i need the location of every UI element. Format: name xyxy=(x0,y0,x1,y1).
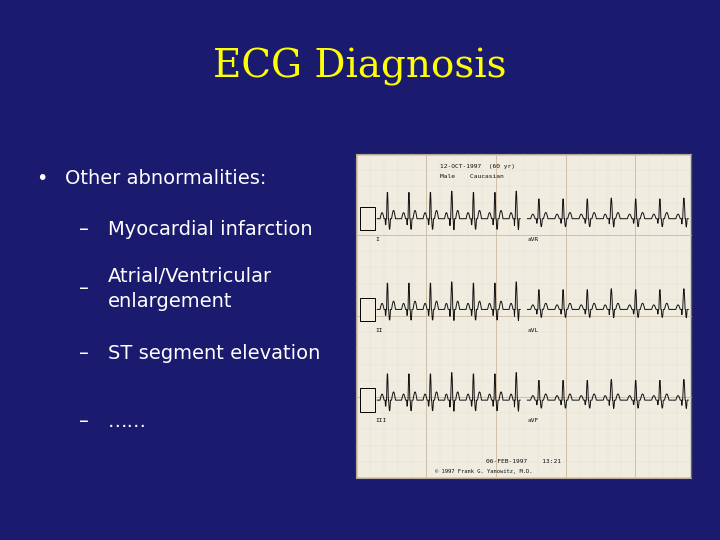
Text: •: • xyxy=(36,168,48,188)
Text: Myocardial infarction: Myocardial infarction xyxy=(108,220,312,239)
Text: –: – xyxy=(79,220,89,239)
Bar xyxy=(360,207,375,231)
Text: © 1997 Frank G. Yanowitz, M.D.: © 1997 Frank G. Yanowitz, M.D. xyxy=(435,469,532,474)
Text: aVR: aVR xyxy=(528,237,539,242)
Bar xyxy=(360,298,375,321)
Text: II: II xyxy=(376,328,383,333)
Text: –: – xyxy=(79,411,89,431)
Bar xyxy=(360,388,375,412)
Text: aVF: aVF xyxy=(528,418,539,423)
Text: –: – xyxy=(79,344,89,363)
Text: ……: …… xyxy=(108,411,147,431)
Text: –: – xyxy=(79,279,89,299)
Text: ST segment elevation: ST segment elevation xyxy=(108,344,320,363)
Bar xyxy=(356,154,691,478)
Text: Male    Caucasian: Male Caucasian xyxy=(440,174,504,179)
Text: 06-FEB-1997    13:21: 06-FEB-1997 13:21 xyxy=(486,459,562,464)
Text: 12-OCT-1997  (60 yr): 12-OCT-1997 (60 yr) xyxy=(440,164,515,168)
Text: aVL: aVL xyxy=(528,328,539,333)
Text: III: III xyxy=(376,418,387,423)
Text: I: I xyxy=(376,237,379,242)
Text: Atrial/Ventricular
enlargement: Atrial/Ventricular enlargement xyxy=(108,267,272,311)
Text: Other abnormalities:: Other abnormalities: xyxy=(65,168,266,188)
Text: ECG Diagnosis: ECG Diagnosis xyxy=(213,49,507,86)
